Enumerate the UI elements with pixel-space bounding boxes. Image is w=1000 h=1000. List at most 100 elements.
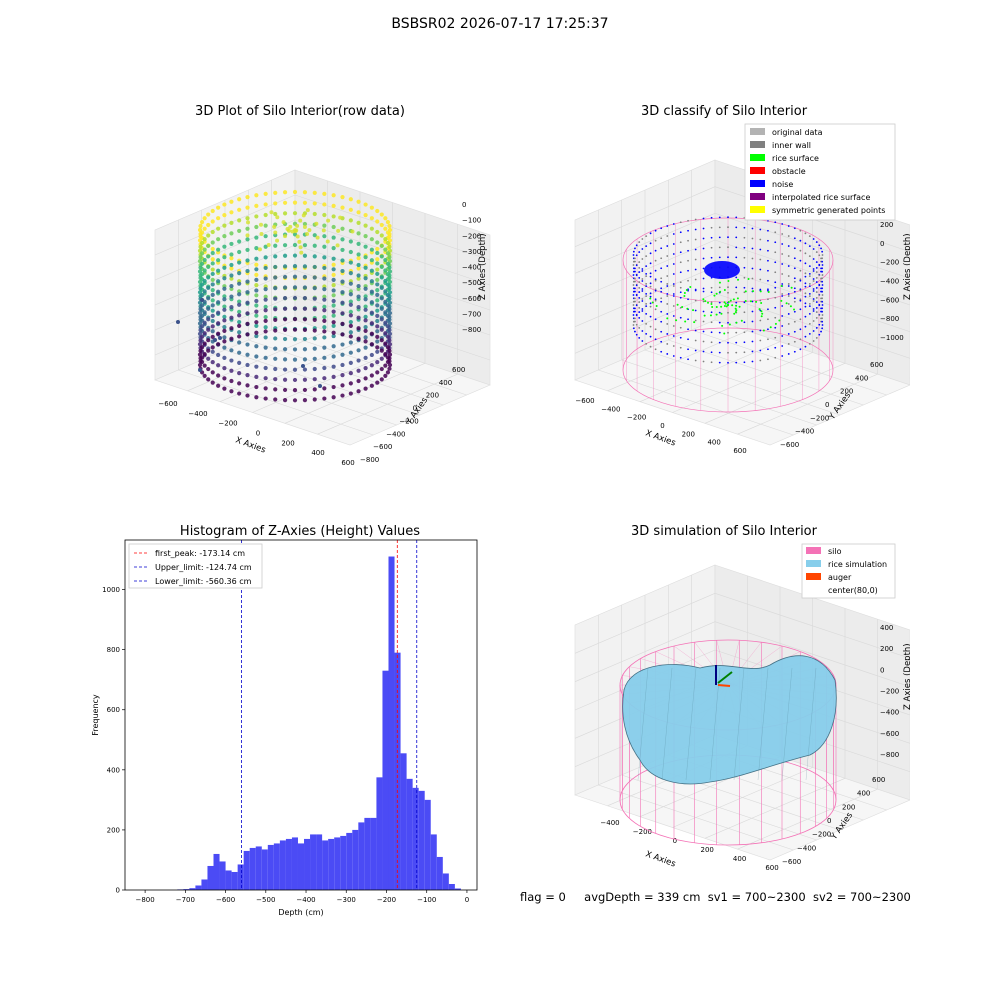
data-point [710, 321, 713, 324]
data-point [312, 275, 317, 280]
data-point [237, 313, 242, 318]
bar [412, 787, 419, 890]
y-tick-label: 200 [107, 826, 120, 834]
data-point [363, 328, 368, 333]
data-point [292, 274, 298, 279]
data-point [787, 353, 790, 355]
data-point [237, 271, 242, 276]
data-point [302, 357, 308, 362]
data-point [702, 217, 705, 220]
data-point [350, 229, 355, 234]
data-point [302, 377, 308, 382]
data-point [762, 329, 765, 332]
data-point [293, 229, 298, 234]
data-point [245, 352, 250, 357]
data-point [210, 318, 215, 324]
data-point [632, 327, 635, 330]
data-point [322, 234, 327, 239]
data-point [660, 280, 663, 283]
data-point [387, 286, 392, 291]
data-point [297, 239, 302, 244]
data-point [237, 371, 242, 376]
data-point [704, 300, 707, 303]
data-point [711, 305, 714, 308]
data-point [206, 243, 211, 249]
data-point [363, 286, 368, 291]
data-point [254, 354, 259, 359]
x-tick-label: 200 [281, 439, 294, 447]
data-point [331, 303, 336, 308]
data-point [273, 264, 278, 270]
data-point [751, 227, 754, 230]
data-point [821, 320, 824, 323]
data-point [815, 301, 818, 303]
z-tick-label: 200 [880, 645, 893, 653]
data-point [735, 361, 738, 364]
data-point [273, 328, 278, 333]
bar [382, 670, 389, 890]
data-point [199, 324, 205, 329]
data-point [383, 278, 388, 284]
data-point [363, 318, 368, 323]
data-point [718, 226, 721, 229]
data-point [692, 309, 695, 312]
data-point [787, 285, 790, 287]
data-point [632, 280, 635, 283]
data-point [282, 327, 288, 332]
data-point [672, 263, 675, 265]
z-tick-label: −1000 [880, 334, 904, 342]
data-point [348, 302, 353, 307]
bar [442, 873, 449, 890]
data-point [254, 224, 259, 230]
data-point [298, 245, 303, 250]
data-point [282, 317, 288, 322]
data-point [338, 215, 343, 220]
data-point [383, 237, 388, 242]
data-point [793, 308, 796, 311]
data-point [222, 314, 227, 320]
data-point [245, 268, 250, 274]
data-point [273, 336, 278, 341]
z-tick-label: −800 [462, 326, 481, 334]
data-point [660, 297, 663, 300]
data-point [387, 342, 393, 347]
data-point [229, 266, 234, 271]
grid-line [714, 593, 910, 659]
mesh-line [781, 667, 793, 781]
data-point [199, 251, 205, 256]
data-point [387, 327, 392, 333]
data-point [340, 268, 345, 274]
data-point [781, 293, 784, 295]
data-point [759, 339, 762, 342]
chart2-plot: −600−400−2000200400600−600−400−200020040… [574, 123, 910, 455]
data-point [743, 291, 746, 294]
data-point [645, 255, 648, 257]
data-point [292, 388, 298, 393]
data-point [649, 282, 652, 285]
data-point [735, 301, 738, 304]
data-point [312, 201, 317, 206]
data-point [641, 310, 644, 312]
data-point [348, 323, 353, 328]
data-point [237, 381, 242, 386]
data-point [302, 264, 308, 269]
data-point [312, 397, 317, 402]
bar [388, 556, 395, 890]
data-point [774, 251, 777, 254]
data-point [375, 324, 380, 329]
data-point [679, 286, 682, 289]
data-point [672, 345, 675, 347]
data-point [635, 244, 638, 247]
data-point [818, 244, 821, 247]
data-point [348, 309, 353, 314]
data-point [660, 300, 663, 303]
data-point [263, 308, 268, 313]
data-point [348, 350, 353, 355]
data-point [369, 321, 374, 326]
data-point [686, 307, 689, 310]
z-tick-label: −200 [880, 688, 899, 696]
data-point [774, 322, 777, 325]
data-point [679, 281, 682, 284]
data-point [718, 216, 721, 219]
data-point [774, 356, 777, 359]
